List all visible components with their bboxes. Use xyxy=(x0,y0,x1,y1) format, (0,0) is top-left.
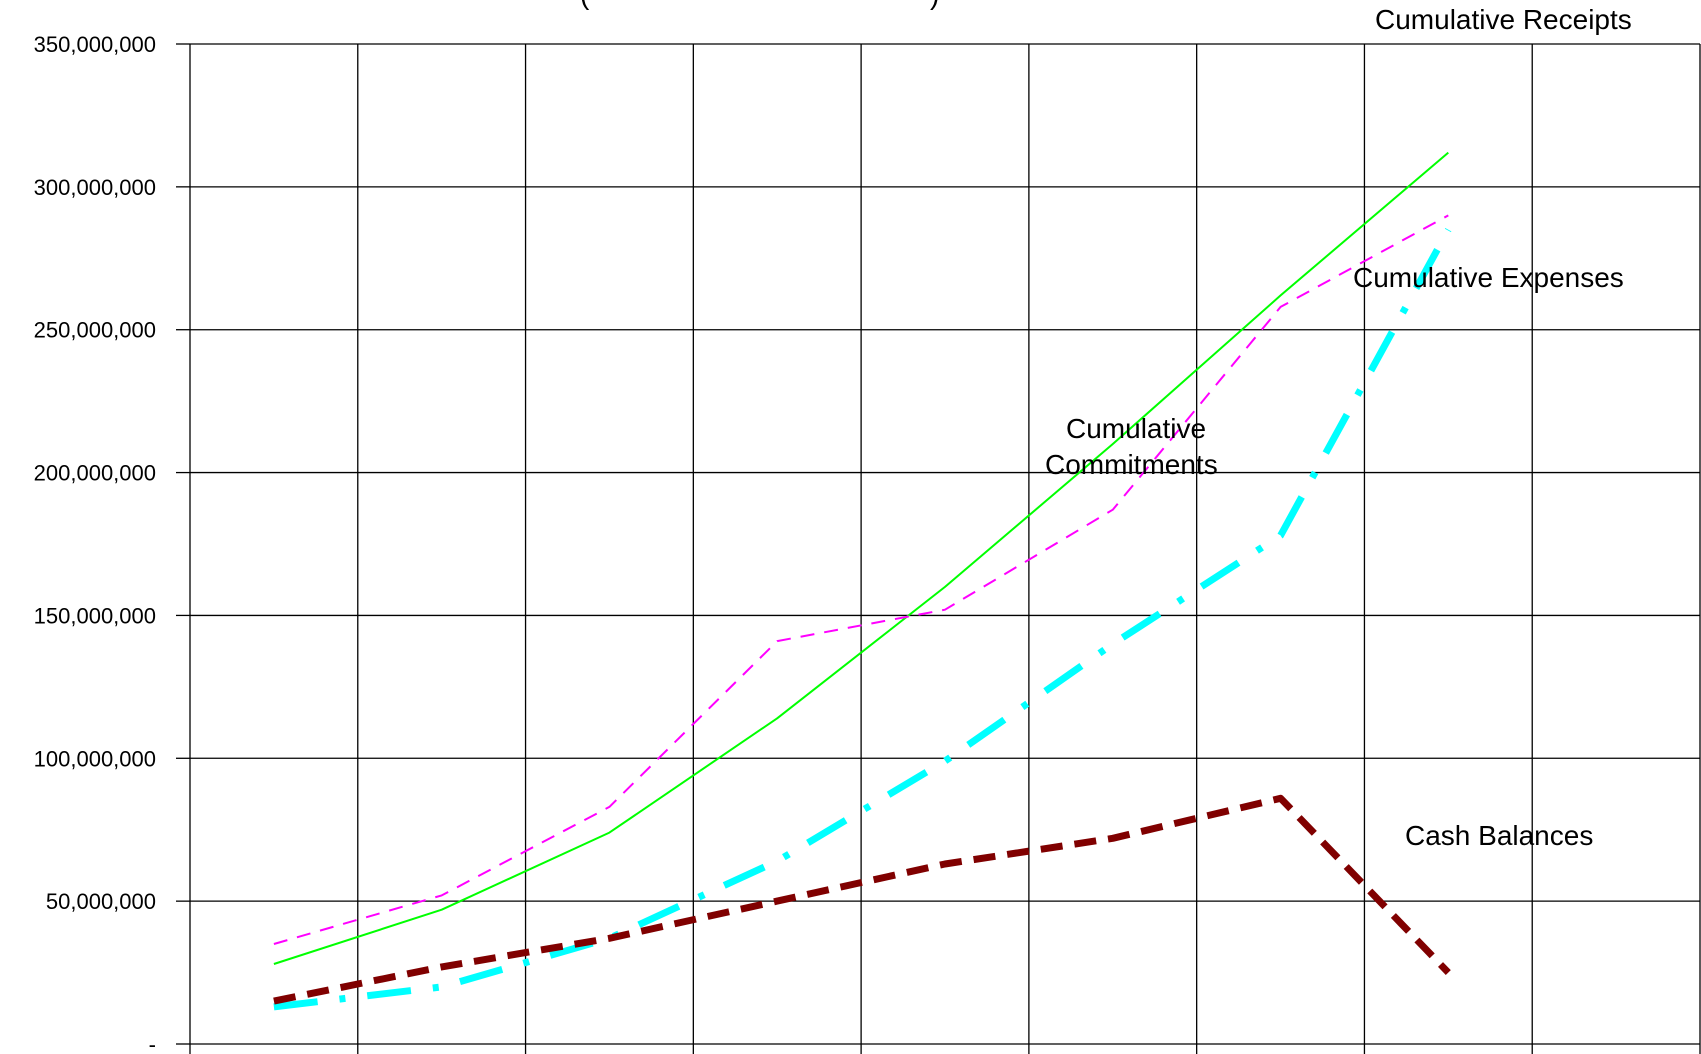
ytick-label-0: - xyxy=(149,1032,156,1054)
ytick-label-2: 100,000,000 xyxy=(34,746,156,771)
ytick-label-5: 250,000,000 xyxy=(34,318,156,343)
ytick-label-4: 200,000,000 xyxy=(34,461,156,486)
annotation-cumulative-commitments-line2: Commitments xyxy=(1045,449,1218,480)
series-line-cumulative-expenses xyxy=(273,214,1449,945)
annotation-cumulative-commitments-line1: Cumulative xyxy=(1066,413,1206,444)
series-line-cumulative-commitments xyxy=(273,228,1452,1011)
grid-lines xyxy=(176,43,1701,1054)
ytick-label-6: 300,000,000 xyxy=(34,175,156,200)
annotation-cumulative-receipts: Cumulative Receipts xyxy=(1375,4,1632,35)
series-line-cash-balances xyxy=(273,794,1451,1005)
series-line-cumulative-receipts xyxy=(273,151,1449,965)
annotation-cumulative-expenses: Cumulative Expenses xyxy=(1353,262,1624,293)
ytick-label-7: 350,000,000 xyxy=(34,32,156,57)
annotations: Cumulative Receipts Cumulative Expenses … xyxy=(1045,4,1632,851)
chart-title-clipped-end: ) xyxy=(930,0,939,10)
y-axis-ticks: - 50,000,000 100,000,000 150,000,000 200,000… xyxy=(34,32,156,1054)
series-lines xyxy=(273,151,1452,1011)
chart-title-clipped: ( xyxy=(580,0,590,10)
ytick-label-1: 50,000,000 xyxy=(46,889,156,914)
ytick-label-3: 150,000,000 xyxy=(34,603,156,628)
annotation-cash-balances: Cash Balances xyxy=(1405,820,1593,851)
